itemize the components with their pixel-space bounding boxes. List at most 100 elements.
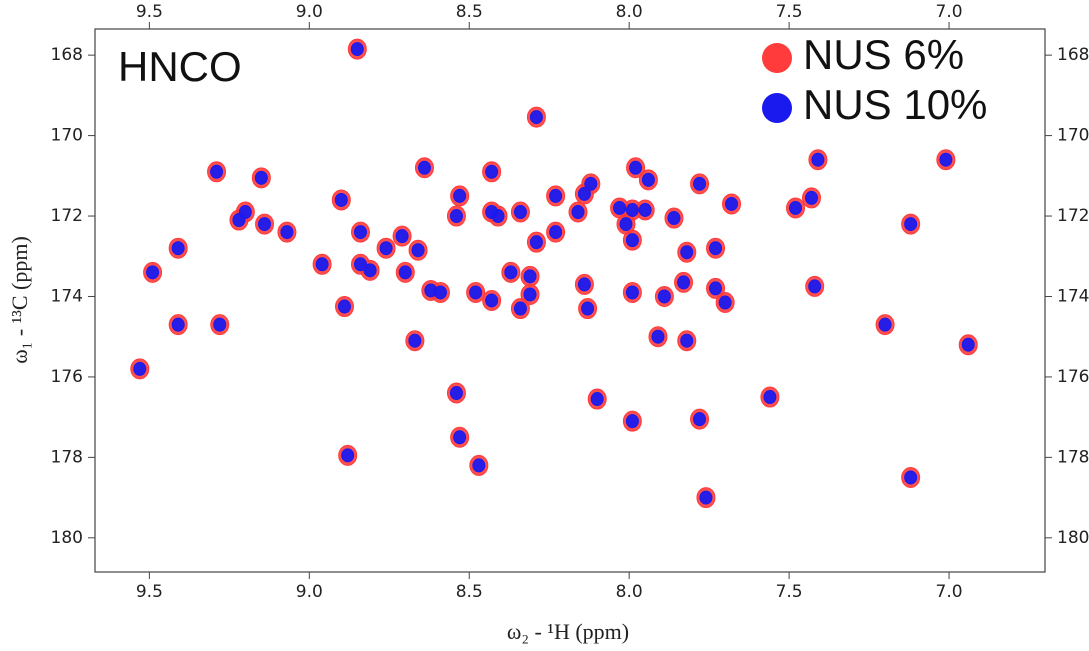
peak-inner	[417, 160, 431, 175]
peak-inner	[677, 275, 691, 290]
peak-inner	[315, 257, 329, 272]
x-tick-label: 7.5	[776, 582, 803, 602]
peak-inner	[133, 361, 147, 376]
y-tick-label: 176	[51, 367, 83, 387]
y-axis-label: ω₁ - ¹³C (ppm)	[7, 236, 32, 364]
y-tick-label: 174	[51, 286, 83, 306]
peak-inner	[350, 42, 364, 57]
peak-inner	[699, 490, 713, 505]
peak-inner	[584, 176, 598, 191]
x-tick-label-top: 7.5	[776, 2, 803, 22]
peak-inner	[878, 317, 892, 332]
legend-label: NUS 10%	[803, 81, 987, 128]
peak-inner	[693, 176, 707, 191]
peak-inner	[667, 211, 681, 226]
peak-inner	[709, 241, 723, 256]
peak-inner	[280, 225, 294, 240]
peak-inner	[504, 265, 518, 280]
peak-inner	[629, 160, 643, 175]
annotation: HNCO	[118, 43, 242, 90]
y-tick-label: 180	[51, 528, 83, 548]
peak-inner	[433, 285, 447, 300]
peak-inner	[651, 329, 665, 344]
peak-inner	[529, 110, 543, 125]
peak-inner	[904, 217, 918, 232]
peak-inner	[341, 448, 355, 463]
peak-inner	[529, 235, 543, 250]
y-tick-label-right: 178	[1057, 447, 1089, 467]
peak-inner	[363, 263, 377, 278]
x-tick-label: 9.0	[296, 582, 323, 602]
peak-inner	[491, 209, 505, 224]
peak-inner	[549, 188, 563, 203]
peak-inner	[718, 295, 732, 310]
x-tick-label-top: 8.5	[456, 2, 483, 22]
peak-inner	[657, 289, 671, 304]
x-tick-label-top: 9.0	[296, 2, 323, 22]
x-tick-label: 8.5	[456, 582, 483, 602]
x-tick-label-top: 8.0	[616, 2, 643, 22]
peak-inner	[379, 241, 393, 256]
plot-frame	[94, 28, 1046, 573]
peak-inner	[808, 279, 822, 294]
y-tick-label-right: 174	[1057, 286, 1089, 306]
x-tick-label-top: 9.5	[136, 2, 163, 22]
peak-inner	[581, 301, 595, 316]
peak-inner	[334, 192, 348, 207]
peak-inner	[258, 217, 272, 232]
peak-inner	[939, 152, 953, 167]
peak-inner	[763, 390, 777, 405]
peak-inner	[485, 293, 499, 308]
peak-inner	[408, 333, 422, 348]
x-tick-label: 8.0	[616, 582, 643, 602]
peak-inner	[577, 186, 591, 201]
peak-inner	[449, 386, 463, 401]
y-tick-label: 178	[51, 447, 83, 467]
x-tick-label-top: 7.0	[936, 2, 963, 22]
peak-inner	[789, 200, 803, 215]
legend-marker	[762, 43, 792, 73]
peak-inner	[146, 265, 160, 280]
peak-inner	[549, 225, 563, 240]
peak-inner	[210, 164, 224, 179]
y-tick-label-right: 172	[1057, 206, 1089, 226]
peak-inner	[625, 203, 639, 217]
legend-marker	[762, 93, 792, 123]
peak-inner	[171, 317, 185, 332]
y-tick-label: 170	[51, 126, 83, 146]
peak-inner	[513, 205, 527, 220]
peak-inner	[725, 196, 739, 211]
peak-inner	[638, 203, 652, 217]
y-tick-label-right: 168	[1057, 45, 1089, 65]
x-tick-label: 9.5	[136, 582, 163, 602]
peak-inner	[680, 245, 694, 260]
peak-inner	[337, 299, 351, 314]
y-tick-label: 172	[51, 206, 83, 226]
peak-inner	[577, 277, 591, 292]
peak-inner	[395, 229, 409, 244]
peak-inner	[709, 281, 723, 296]
y-tick-label-right: 176	[1057, 367, 1089, 387]
peak-inner	[411, 243, 425, 258]
peak-inner	[590, 392, 604, 407]
peak-inner	[693, 412, 707, 427]
peak-inner	[625, 233, 639, 248]
peak-inner	[613, 200, 627, 215]
peak-inner	[804, 190, 818, 205]
peak-inner	[904, 470, 918, 485]
peak-inner	[353, 225, 367, 240]
x-axis-label: ω₂ - ¹H (ppm)	[507, 619, 629, 644]
y-tick-label-right: 170	[1057, 126, 1089, 146]
peak-inner	[472, 458, 486, 473]
peak-inner	[619, 217, 633, 232]
x-tick-label: 7.0	[936, 582, 963, 602]
peak-inner	[485, 164, 499, 179]
peak-inner	[453, 188, 467, 203]
peak-inner	[213, 317, 227, 332]
peak-inner	[171, 241, 185, 256]
peak-inner	[625, 285, 639, 300]
y-tick-label-right: 180	[1057, 528, 1089, 548]
peak-inner	[453, 430, 467, 445]
peak-inner	[625, 414, 639, 429]
